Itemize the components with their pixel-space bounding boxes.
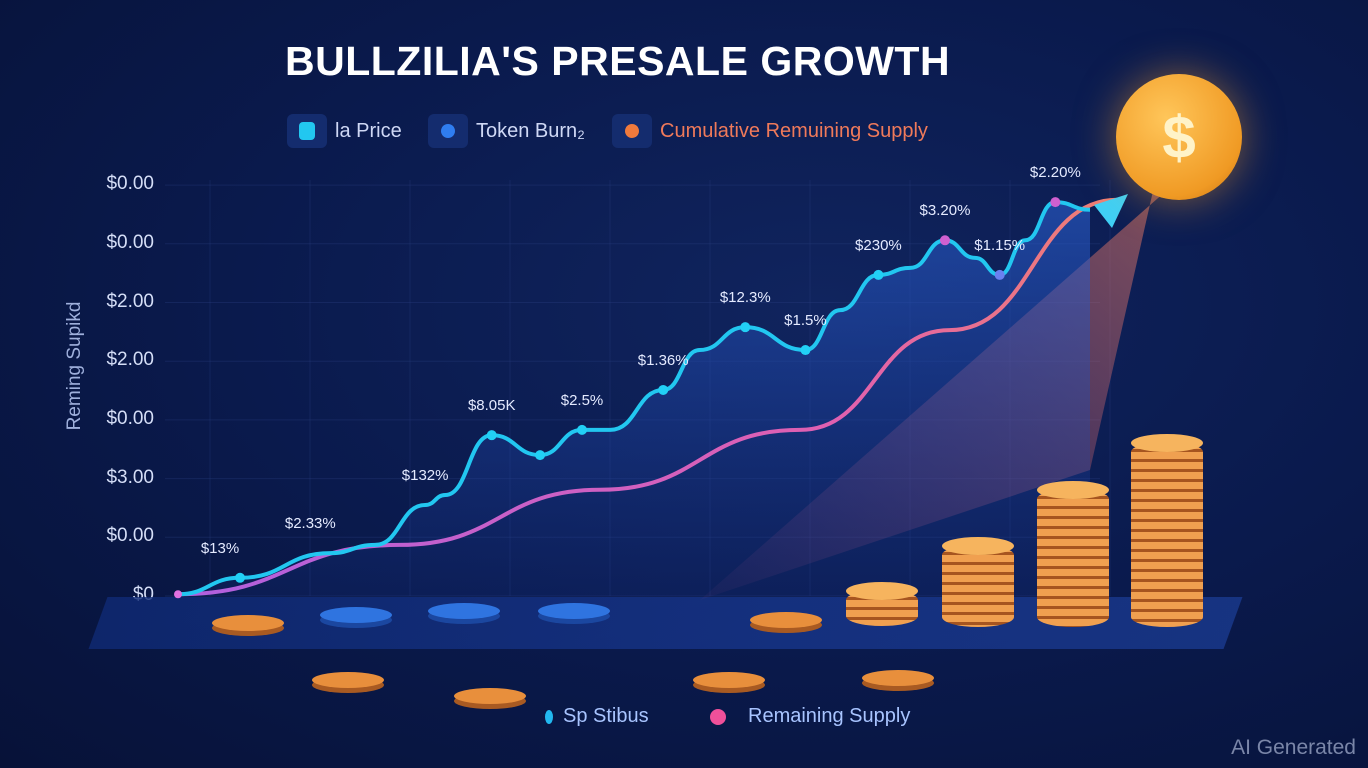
bottom-legend-item-remaining-supply: Remaining Supply — [710, 705, 910, 728]
arrow-head-icon — [1094, 194, 1128, 228]
dot-icon — [545, 709, 553, 724]
coin-icon — [312, 672, 384, 688]
legend-label: Remaining Supply — [748, 705, 911, 727]
coin-stack-icon — [1037, 481, 1109, 627]
price-data-point — [235, 572, 246, 583]
y-tick-label: $2.00 — [106, 290, 154, 312]
coin-icon — [428, 603, 500, 619]
price-data-point — [1050, 197, 1061, 208]
data-label: $230% — [855, 236, 902, 254]
bottom-legend-item-stibus: Sp Stibus — [545, 705, 649, 728]
data-label: $2.20% — [1029, 164, 1081, 182]
price-data-point — [658, 384, 669, 395]
coin-icon — [538, 603, 610, 619]
price-data-point — [800, 345, 811, 356]
coin-icon — [750, 612, 822, 628]
coin-icon — [212, 615, 284, 631]
legend-label: la Price — [335, 119, 402, 142]
data-label: $2.5% — [560, 391, 604, 409]
data-label: $1.15% — [974, 236, 1026, 254]
price-data-point — [486, 430, 497, 441]
square-badge-icon — [287, 114, 327, 148]
data-label: $8.05K — [467, 397, 516, 415]
data-label: $1.5% — [784, 312, 827, 330]
dot-icon — [710, 708, 726, 725]
data-label: $2.33% — [284, 515, 336, 533]
dot-icon — [612, 114, 652, 148]
price-line — [177, 200, 1091, 597]
legend-label: Sp Stibus — [563, 705, 649, 727]
coin-icon — [862, 670, 934, 686]
coin-stack-icon — [846, 582, 918, 626]
legend-item-cumulative-supply: Cumulative Remuining Supply — [612, 114, 928, 148]
legend-item-price: la Price — [287, 114, 402, 148]
y-tick-label: $0.00 — [106, 231, 154, 253]
dot-icon — [428, 114, 468, 148]
price-area — [178, 202, 1090, 597]
dollar-coin-icon: $ — [1116, 74, 1242, 200]
legend-label: Cumulative Remuining Supply — [660, 119, 928, 142]
price-data-point — [740, 322, 751, 333]
data-label: $132% — [401, 467, 449, 484]
coin-icon — [454, 688, 526, 704]
data-label: $12.3% — [719, 289, 771, 307]
price-data-point — [873, 269, 884, 280]
price-data-point — [994, 269, 1005, 280]
coin-icon — [320, 607, 392, 623]
coin-stack-icon — [942, 537, 1014, 627]
y-tick-label: $0.00 — [106, 525, 154, 547]
y-tick-label: $0.00 — [106, 407, 154, 429]
coin-icon — [693, 672, 765, 688]
data-label: $3.20% — [919, 202, 971, 220]
data-label: $13% — [200, 539, 240, 557]
y-tick-label: $0.00 — [106, 173, 154, 195]
supply-data-point — [174, 590, 182, 599]
y-tick-label: $3.00 — [106, 466, 154, 488]
chart-title: BULLZILIA'S PRESALE GROWTH — [285, 38, 951, 84]
legend-label: Token Burn₂ — [476, 119, 585, 142]
coin-stack-icon — [1131, 434, 1203, 627]
watermark: AI Generated — [1231, 736, 1356, 759]
y-tick-label: $2.00 — [106, 349, 154, 371]
price-data-point — [577, 424, 588, 435]
legend-item-token-burn: Token Burn₂ — [428, 114, 585, 148]
dollar-symbol: $ — [1162, 103, 1196, 171]
price-data-point — [939, 235, 950, 246]
data-label: $1.36% — [637, 351, 689, 369]
price-data-point — [535, 450, 546, 461]
